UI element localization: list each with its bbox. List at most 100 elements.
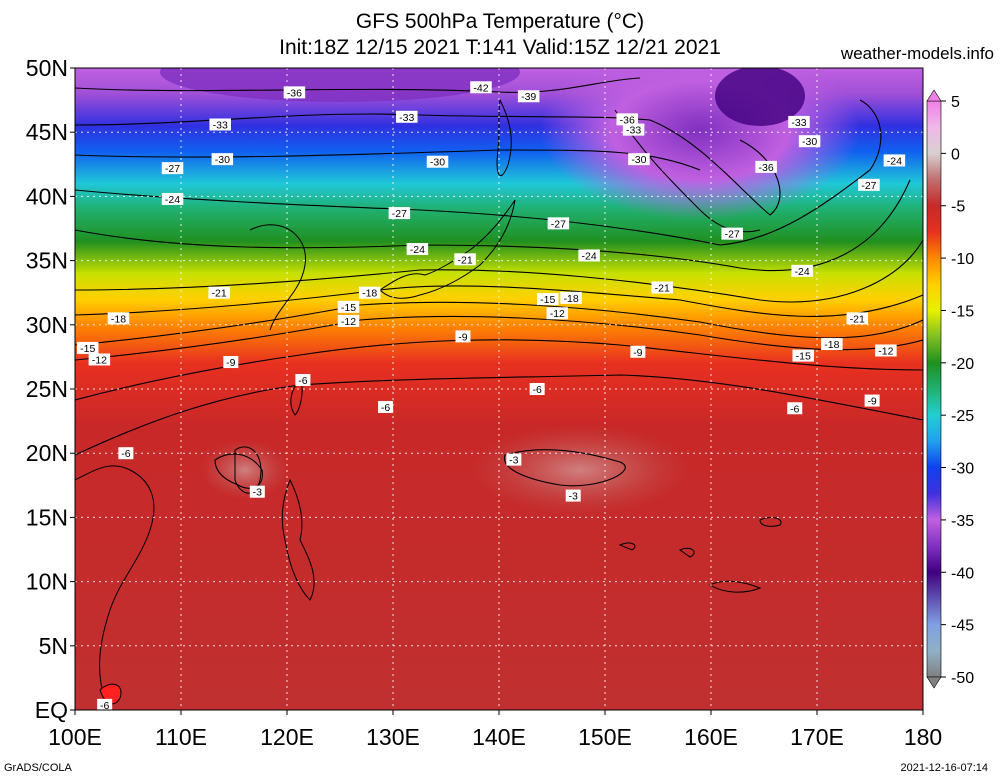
- lat-label: 15N: [26, 504, 68, 530]
- contour-label: -21: [655, 283, 670, 295]
- colorbar-label: -25: [951, 408, 974, 425]
- contour-label-box: [396, 110, 418, 123]
- contour-label: -33: [399, 112, 414, 124]
- contour-label: -24: [410, 244, 425, 256]
- contour-label: -15: [796, 351, 811, 363]
- contour-line: [75, 374, 923, 456]
- contour-label-box: [578, 249, 600, 262]
- contour-label: -9: [226, 357, 235, 369]
- contour-label: -9: [633, 347, 642, 359]
- contour-label: -3: [509, 455, 518, 467]
- contour-line: [75, 315, 923, 361]
- colorbar-label: 5: [951, 94, 960, 111]
- contour-label: -6: [298, 375, 307, 387]
- lon-label: 160E: [684, 724, 738, 750]
- contour-label-box: [97, 698, 113, 710]
- contour-label-box: [565, 489, 581, 502]
- contour-label: -27: [725, 229, 740, 241]
- contour-label-box: [161, 162, 184, 175]
- contour-label-box: [378, 400, 394, 413]
- map-subtitle: Init:18Z 12/15 2021 T:141 Valid:15Z 12/2…: [279, 36, 721, 59]
- colorbar-label: -50: [951, 670, 974, 687]
- contour-label-box: [788, 115, 810, 128]
- contour-label: -9: [867, 396, 876, 408]
- contour-label: -3: [569, 491, 578, 503]
- contour-label: -24: [887, 155, 902, 167]
- contour-label: -6: [381, 402, 390, 414]
- lat-label: 50N: [26, 55, 68, 81]
- contour-label: -15: [80, 343, 95, 355]
- contour-line: [75, 239, 923, 303]
- contour-label-box: [755, 160, 777, 173]
- colorbar-label: 0: [951, 146, 960, 163]
- contour-label-box: [628, 153, 650, 166]
- colorbar-label: -5: [951, 199, 965, 216]
- lon-label: 170E: [790, 724, 844, 750]
- contour-label: -6: [532, 384, 541, 396]
- contour-label-box: [358, 286, 381, 299]
- contour-label: -39: [521, 91, 536, 103]
- contour-label-box: [76, 341, 99, 354]
- map-title: GFS 500hPa Temperature (°C): [355, 10, 645, 33]
- contour-label-box: [858, 178, 880, 191]
- contour-labels: -36 -42-39-33-33 -36-33-33-30-27-30 -30 -30-…: [76, 81, 906, 712]
- contour-label: -24: [165, 194, 180, 206]
- contour-label-box: [864, 394, 880, 407]
- cold-pool-east: [540, 68, 860, 220]
- contour-label-box: [883, 154, 906, 167]
- contour-line: [75, 285, 923, 317]
- contour-label-box: [798, 135, 821, 148]
- longitude-axis: 100E 110E 120E 130E 140E 150E 160E 170E 180: [48, 710, 942, 750]
- contour-label: -36: [287, 87, 302, 99]
- colorbar-label: -40: [951, 565, 974, 582]
- contour-line: [75, 301, 923, 346]
- contour-label: -27: [165, 163, 180, 175]
- lon-label: 180: [904, 724, 942, 750]
- contour-label-box: [454, 253, 476, 266]
- contour-label: -3: [253, 487, 262, 499]
- colorbar-label: -35: [951, 513, 974, 530]
- contour-label-box: [622, 123, 645, 136]
- lon-label: 140E: [472, 724, 526, 750]
- contour-label: -12: [550, 308, 565, 320]
- contour-label-box: [470, 81, 492, 94]
- lon-label: 110E: [155, 724, 207, 750]
- lat-label: 40N: [26, 183, 68, 209]
- contour-label: -30: [802, 136, 817, 148]
- contour-label-box: [118, 447, 134, 460]
- contour-label-box: [208, 286, 230, 299]
- contour-label-box: [88, 353, 111, 366]
- cold-pool-north: [160, 68, 520, 102]
- contour-label-box: [547, 217, 570, 230]
- colorbar: 5 0 -5 -10 -15 -20 -25 -30 -35 -40 -45 -50: [926, 89, 974, 689]
- colorbar-ramp: [926, 100, 942, 678]
- lon-label: 120E: [260, 724, 314, 750]
- colorbar-ticks: 5 0 -5 -10 -15 -20 -25 -30 -35 -40 -45 -50: [941, 94, 974, 687]
- lat-label: 45N: [26, 119, 68, 145]
- colorbar-bottom-arrow: [926, 676, 942, 689]
- coldest-core: [715, 68, 805, 126]
- contour-label: -24: [582, 250, 597, 262]
- contour-label-box: [517, 90, 540, 103]
- map-field: -36 -42-39-33-33 -36-33-33-30-27-30 -30 -30-…: [75, 68, 923, 712]
- contour-label: -12: [341, 316, 356, 328]
- contour-label-box: [787, 402, 803, 415]
- contour-lines: [75, 77, 923, 489]
- contour-label-box: [161, 192, 184, 205]
- contour-label: -30: [631, 154, 646, 166]
- colorbar-label: -15: [951, 303, 974, 320]
- contour-label-box: [546, 307, 569, 320]
- contour-label: -27: [861, 180, 876, 192]
- colorbar-label: -10: [951, 251, 974, 268]
- contour-label-box: [560, 291, 582, 304]
- contour-label: -6: [100, 700, 109, 712]
- lat-label: EQ: [35, 697, 68, 723]
- contour-label-box: [651, 281, 673, 294]
- lon-label: 150E: [578, 724, 632, 750]
- lon-label: 100E: [48, 724, 102, 750]
- contour-label: -12: [92, 354, 107, 366]
- lat-label: 5N: [39, 633, 68, 659]
- contour-label: -6: [121, 448, 130, 460]
- lon-label: 130E: [366, 724, 420, 750]
- contour-label: -18: [563, 293, 578, 305]
